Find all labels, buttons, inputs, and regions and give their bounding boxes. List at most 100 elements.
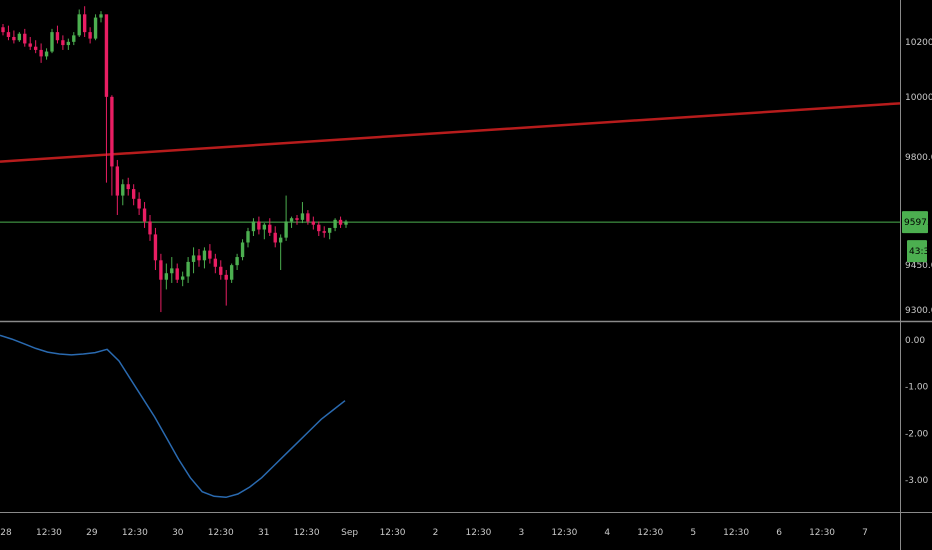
candle[interactable]: [246, 227, 250, 248]
candle[interactable]: [39, 43, 43, 63]
candle[interactable]: [257, 216, 261, 235]
candle[interactable]: [224, 270, 228, 306]
candle-body: [322, 231, 326, 233]
time-tick-label: 12:30: [465, 528, 491, 538]
candle-body: [333, 219, 337, 228]
time-tick-label: 2: [433, 528, 439, 538]
time-tick-label: 12:30: [551, 528, 577, 538]
current-price-label: 9597.99: [904, 218, 932, 228]
candle[interactable]: [278, 234, 283, 270]
candle-body: [50, 32, 54, 52]
candle[interactable]: [44, 48, 49, 60]
candle[interactable]: [28, 36, 32, 50]
candle[interactable]: [273, 226, 277, 248]
candle[interactable]: [170, 257, 174, 283]
time-tick-label: 12:30: [208, 528, 234, 538]
candle[interactable]: [159, 253, 163, 313]
candle[interactable]: [6, 25, 11, 41]
candle-body: [295, 218, 299, 220]
candle[interactable]: [50, 28, 54, 54]
candle[interactable]: [121, 179, 125, 206]
oscillator-tick-label: -3.00: [905, 476, 929, 486]
candle[interactable]: [126, 177, 130, 196]
candle[interactable]: [142, 202, 147, 228]
candle-body: [273, 232, 277, 243]
candle[interactable]: [148, 214, 152, 241]
countdown-badge: [907, 240, 927, 263]
candle[interactable]: [333, 218, 337, 232]
candle[interactable]: [219, 260, 223, 280]
candle[interactable]: [289, 216, 294, 228]
candle[interactable]: [208, 244, 212, 264]
candle[interactable]: [110, 95, 114, 196]
candle-body: [338, 219, 343, 225]
candle[interactable]: [327, 227, 332, 240]
candle-body: [110, 96, 114, 167]
trendline[interactable]: [0, 102, 901, 163]
time-tick-label: 7: [862, 528, 868, 538]
candle[interactable]: [77, 9, 81, 37]
candle-body: [142, 208, 147, 222]
candle-body: [153, 234, 158, 261]
candle[interactable]: [99, 11, 103, 23]
candle[interactable]: [66, 38, 71, 50]
candle[interactable]: [61, 35, 65, 50]
candle-body: [278, 237, 283, 243]
candle[interactable]: [180, 271, 185, 287]
candle[interactable]: [213, 253, 218, 274]
candle[interactable]: [344, 219, 348, 228]
candle[interactable]: [153, 227, 158, 270]
candle-body: [219, 266, 223, 275]
candle[interactable]: [137, 192, 141, 215]
candle[interactable]: [284, 195, 288, 241]
candle[interactable]: [104, 14, 109, 183]
candle[interactable]: [322, 226, 326, 238]
candle[interactable]: [202, 247, 207, 269]
candle-body: [61, 40, 65, 46]
candle[interactable]: [17, 32, 22, 42]
candle[interactable]: [33, 40, 38, 54]
candle[interactable]: [306, 210, 310, 225]
candle[interactable]: [72, 32, 76, 46]
candle[interactable]: [268, 218, 272, 237]
candle[interactable]: [88, 27, 92, 44]
oscillator-line[interactable]: [0, 334, 346, 499]
candle[interactable]: [338, 216, 343, 228]
candle-body: [175, 268, 179, 280]
candle[interactable]: [82, 6, 87, 37]
candle[interactable]: [235, 253, 239, 270]
candle[interactable]: [186, 257, 190, 283]
oscillator-tick-label: -2.00: [905, 429, 929, 439]
price-panel[interactable]: [0, 6, 901, 313]
candle[interactable]: [115, 159, 120, 215]
candle[interactable]: [262, 223, 267, 240]
candle-body: [17, 33, 22, 41]
candle[interactable]: [12, 30, 16, 44]
candle[interactable]: [229, 263, 234, 283]
price-tick-label: 10000.00: [905, 93, 932, 103]
candle[interactable]: [311, 216, 316, 230]
candle[interactable]: [164, 263, 169, 290]
candle[interactable]: [251, 218, 256, 237]
candle[interactable]: [191, 247, 196, 274]
candle-body: [186, 261, 190, 277]
candle-body: [224, 274, 228, 280]
candle-body: [23, 33, 27, 44]
candle[interactable]: [175, 263, 179, 283]
time-tick-label: 12:30: [809, 528, 835, 538]
candle[interactable]: [300, 202, 305, 224]
candle[interactable]: [93, 14, 98, 41]
current-price-badge: [902, 211, 928, 234]
candle[interactable]: [23, 28, 27, 47]
candle[interactable]: [55, 25, 60, 44]
oscillator-panel[interactable]: [0, 334, 346, 499]
candle[interactable]: [240, 239, 245, 261]
candle[interactable]: [1, 24, 5, 36]
candle[interactable]: [197, 248, 201, 267]
candle[interactable]: [317, 221, 321, 237]
candle-body: [72, 35, 76, 42]
candle[interactable]: [131, 184, 136, 206]
candle[interactable]: [295, 214, 299, 225]
price-tick-label: 9800.00: [905, 153, 932, 163]
